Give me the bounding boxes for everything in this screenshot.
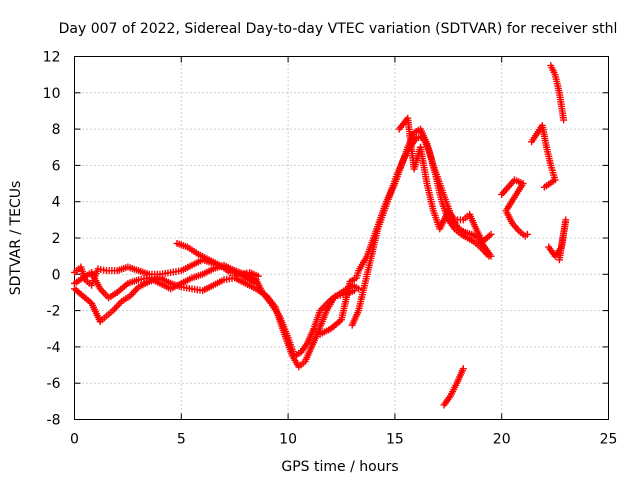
data-point <box>350 287 358 295</box>
data-point <box>254 272 262 280</box>
y-tick-label: -2 <box>47 304 61 320</box>
data-point <box>485 252 493 260</box>
series-track-g <box>395 114 495 246</box>
y-tick-label: 0 <box>52 267 61 283</box>
data-point <box>355 285 363 293</box>
series-track-d <box>173 239 262 280</box>
data-point <box>540 183 548 191</box>
series-track-h <box>440 62 570 409</box>
series-track-c <box>71 261 260 302</box>
y-tick-label: 2 <box>52 231 61 247</box>
x-tick-label: 5 <box>177 432 186 448</box>
y-axis-label: SDTVAR / TECUs <box>8 181 24 296</box>
chart-title: Day 007 of 2022, Sidereal Day-to-day VTE… <box>59 21 618 37</box>
y-tick-label: -8 <box>47 413 61 429</box>
y-tick-label: 6 <box>52 158 61 174</box>
x-tick-label: 15 <box>386 432 404 448</box>
x-tick-label: 20 <box>493 432 511 448</box>
x-tick-label: 25 <box>600 432 618 448</box>
series-track-f <box>348 132 493 329</box>
data-point <box>252 279 260 287</box>
y-tick-label: -6 <box>47 376 61 392</box>
x-axis-label: GPS time / hours <box>281 459 398 475</box>
x-tick-label: 0 <box>70 432 79 448</box>
y-tick-label: 8 <box>52 122 61 138</box>
data-point <box>487 230 495 238</box>
y-tick-label: 12 <box>43 50 61 66</box>
data-point <box>459 365 467 373</box>
x-tick-label: 10 <box>279 432 297 448</box>
y-tick-label: 10 <box>43 86 61 102</box>
y-tick-label: -4 <box>47 340 61 356</box>
data-marks <box>71 62 570 409</box>
y-tick-label: 4 <box>52 195 61 211</box>
data-point <box>523 230 531 238</box>
data-point <box>560 116 568 124</box>
axis-ticks: 0 5 10 15 20 25 -8 -6 -4 -2 0 2 4 6 8 10 12 <box>43 50 618 448</box>
grid <box>74 56 609 420</box>
data-point <box>555 256 563 264</box>
series-track-b <box>71 274 358 371</box>
